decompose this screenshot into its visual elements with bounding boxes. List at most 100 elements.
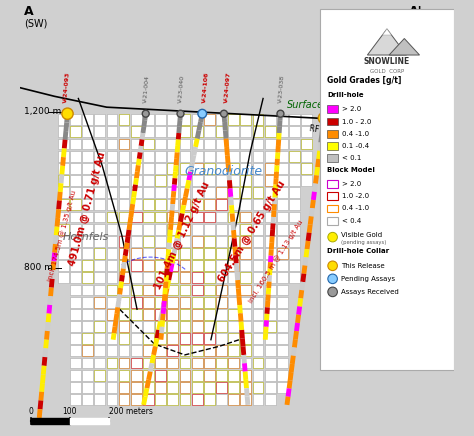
Bar (167, 297, 178, 307)
Bar (228, 309, 239, 320)
Bar (94, 394, 105, 405)
Bar (327, 154, 338, 162)
Text: Surface: Surface (287, 100, 324, 110)
Bar (131, 151, 142, 161)
Text: 0.4 -1.0: 0.4 -1.0 (342, 131, 369, 136)
Bar (167, 139, 178, 150)
Bar (131, 297, 142, 307)
Bar (277, 163, 288, 174)
Bar (82, 272, 93, 283)
Bar (82, 309, 93, 320)
Bar (192, 370, 202, 381)
Bar (70, 199, 81, 210)
Bar (277, 126, 288, 137)
Bar (119, 248, 129, 259)
Bar (204, 163, 215, 174)
Bar (216, 382, 227, 393)
Bar (94, 382, 105, 393)
Bar (180, 370, 191, 381)
Bar (216, 187, 227, 198)
Bar (155, 151, 166, 161)
Bar (107, 297, 118, 307)
Bar (70, 358, 81, 368)
Bar (131, 175, 142, 186)
Bar (131, 211, 142, 222)
Bar (265, 163, 275, 174)
Bar (94, 211, 105, 222)
Bar (277, 382, 288, 393)
Bar (204, 139, 215, 150)
Bar (131, 187, 142, 198)
Text: A: A (24, 5, 34, 17)
Bar (180, 139, 191, 150)
Bar (155, 163, 166, 174)
Bar (204, 224, 215, 235)
Bar (143, 370, 154, 381)
Bar (180, 382, 191, 393)
Bar (192, 211, 202, 222)
Bar (58, 139, 69, 150)
Bar (240, 211, 251, 222)
Bar (180, 321, 191, 332)
Bar (82, 248, 93, 259)
Bar (167, 187, 178, 198)
Bar (131, 345, 142, 356)
Bar (70, 151, 81, 161)
Bar (228, 211, 239, 222)
Bar (131, 309, 142, 320)
Bar (228, 358, 239, 368)
Bar (107, 211, 118, 222)
Bar (253, 211, 264, 222)
Bar (289, 126, 300, 137)
Bar (94, 139, 105, 150)
Bar (131, 224, 142, 235)
Bar (204, 297, 215, 307)
Bar (204, 211, 215, 222)
Bar (82, 370, 93, 381)
Bar (70, 370, 81, 381)
Bar (228, 175, 239, 186)
Bar (131, 285, 142, 295)
Bar (277, 211, 288, 222)
Bar (216, 394, 227, 405)
Bar (289, 236, 300, 247)
Bar (82, 394, 93, 405)
Bar (131, 126, 142, 137)
Bar (192, 285, 202, 295)
Bar (143, 297, 154, 307)
Bar (216, 285, 227, 295)
Bar (253, 151, 264, 161)
Bar (70, 126, 81, 137)
Bar (253, 297, 264, 307)
Bar (167, 199, 178, 210)
Bar (240, 321, 251, 332)
Bar (240, 358, 251, 368)
Bar (265, 199, 275, 210)
Bar (277, 260, 288, 271)
Bar (240, 272, 251, 283)
Circle shape (198, 109, 207, 118)
Bar (180, 199, 191, 210)
Bar (204, 126, 215, 137)
Bar (119, 175, 129, 186)
Bar (131, 334, 142, 344)
Bar (131, 382, 142, 393)
Bar (192, 236, 202, 247)
Bar (155, 382, 166, 393)
Bar (131, 321, 142, 332)
Text: 0: 0 (28, 407, 33, 416)
Bar (119, 394, 129, 405)
Bar (204, 248, 215, 259)
Text: V-24-093: V-24-093 (63, 71, 71, 103)
Bar (143, 236, 154, 247)
Text: Gold Grades [g/t]: Gold Grades [g/t] (327, 76, 401, 85)
Bar (301, 151, 312, 161)
Bar (143, 309, 154, 320)
Bar (82, 211, 93, 222)
Bar (240, 175, 251, 186)
Bar (82, 163, 93, 174)
Bar (180, 126, 191, 137)
Bar (70, 382, 81, 393)
Bar (253, 114, 264, 125)
Bar (289, 139, 300, 150)
